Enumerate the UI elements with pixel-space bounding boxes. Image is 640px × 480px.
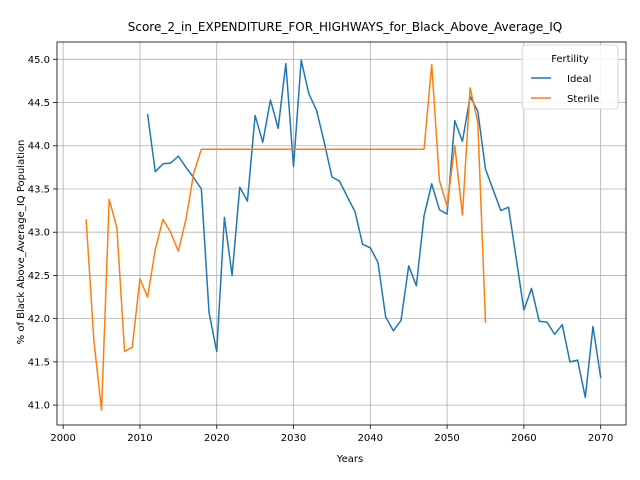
x-tick-label: 2020 (204, 433, 229, 444)
x-axis-ticks: 2000 2010 2020 2030 2040 2050 2060 2070 (50, 425, 613, 444)
legend-label-ideal: Ideal (567, 74, 591, 85)
plot-frame (56, 41, 627, 426)
x-tick-label: 2050 (434, 433, 459, 444)
y-tick-label: 45.0 (28, 55, 50, 66)
y-axis-ticks: 41.0 41.5 42.0 42.5 43.0 43.5 44.0 44.5 45.0 (28, 55, 57, 412)
series-lines (85, 59, 602, 412)
y-tick-label: 41.0 (28, 401, 50, 412)
y-tick-label: 44.5 (28, 98, 50, 109)
y-tick-label: 43.0 (28, 228, 50, 239)
series-line-ideal (146, 59, 602, 399)
y-tick-label: 43.5 (28, 184, 50, 195)
y-tick-label: 44.0 (28, 141, 50, 152)
y-axis-label: % of Black Above_Average_IQ Population (16, 140, 27, 345)
legend: Fertility Ideal Sterile (521, 44, 619, 110)
chart-title: Score_2_in_EXPENDITURE_FOR_HIGHWAYS_for_… (128, 20, 562, 34)
x-tick-label: 2000 (50, 433, 75, 444)
x-tick-label: 2070 (588, 433, 613, 444)
x-axis-label: Years (336, 454, 363, 465)
series-line-sterile (85, 63, 487, 412)
x-tick-label: 2010 (127, 433, 152, 444)
x-tick-label: 2030 (281, 433, 306, 444)
legend-box (521, 44, 619, 110)
y-tick-label: 42.5 (28, 271, 50, 282)
x-tick-label: 2040 (358, 433, 383, 444)
legend-title: Fertility (551, 54, 589, 65)
legend-label-sterile: Sterile (567, 94, 599, 105)
x-tick-label: 2060 (511, 433, 536, 444)
y-tick-label: 41.5 (28, 357, 50, 368)
y-tick-label: 42.0 (28, 314, 50, 325)
